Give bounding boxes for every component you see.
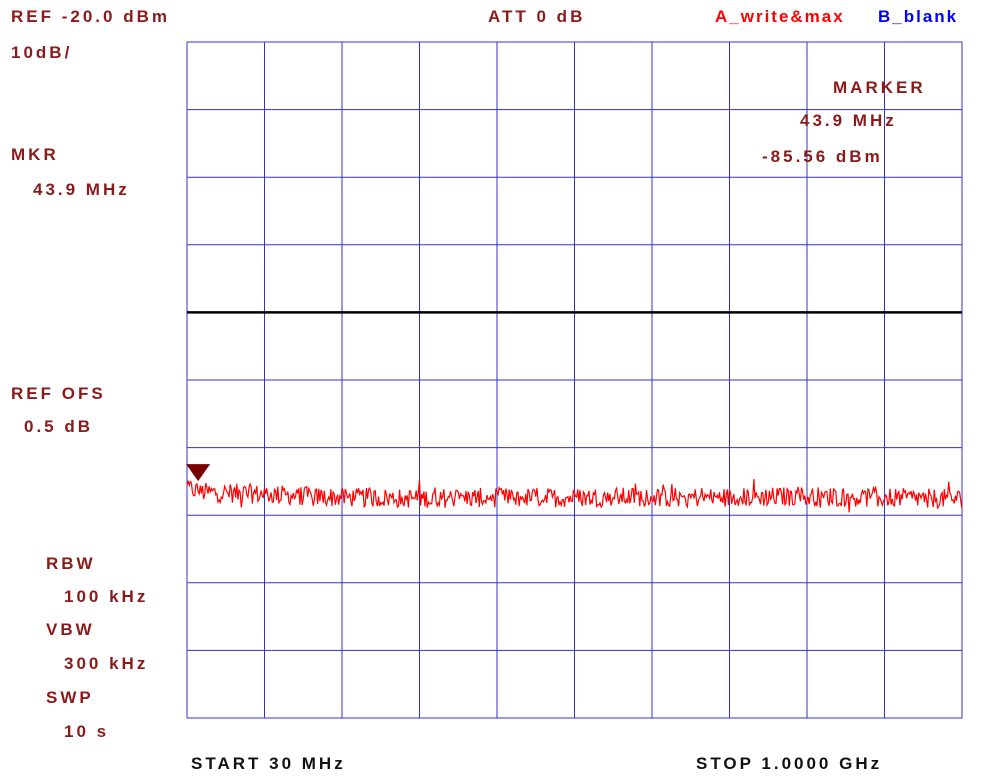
marker-readout-level: -85.56 dBm <box>762 147 883 166</box>
sweep-value: 10 s <box>64 722 110 741</box>
trace-a <box>186 478 963 513</box>
graticule <box>186 41 963 719</box>
trace-b-mode-label: B_blank <box>878 7 959 26</box>
vbw-value: 300 kHz <box>64 654 149 673</box>
mkr-frequency: 43.9 MHz <box>33 180 130 199</box>
rbw-label: RBW <box>46 554 96 573</box>
sweep-label: SWP <box>46 688 94 707</box>
vbw-label: VBW <box>46 620 95 639</box>
ref-offset-value: 0.5 dB <box>24 417 94 436</box>
stop-frequency: STOP 1.0000 GHz <box>696 754 883 773</box>
ref-offset-label: REF OFS <box>11 384 106 403</box>
marker-readout-frequency: 43.9 MHz <box>800 111 897 130</box>
attenuation-label: ATT 0 dB <box>488 7 586 26</box>
rbw-value: 100 kHz <box>64 587 149 606</box>
scale-label: 10dB/ <box>11 43 73 62</box>
mkr-label: MKR <box>11 145 59 164</box>
start-frequency: START 30 MHz <box>191 754 346 773</box>
ref-level-label: REF -20.0 dBm <box>11 7 170 26</box>
marker-triangle-icon <box>186 464 211 482</box>
marker-readout-title: MARKER <box>833 78 926 97</box>
trace-a-mode-label: A_write&max <box>715 7 845 26</box>
